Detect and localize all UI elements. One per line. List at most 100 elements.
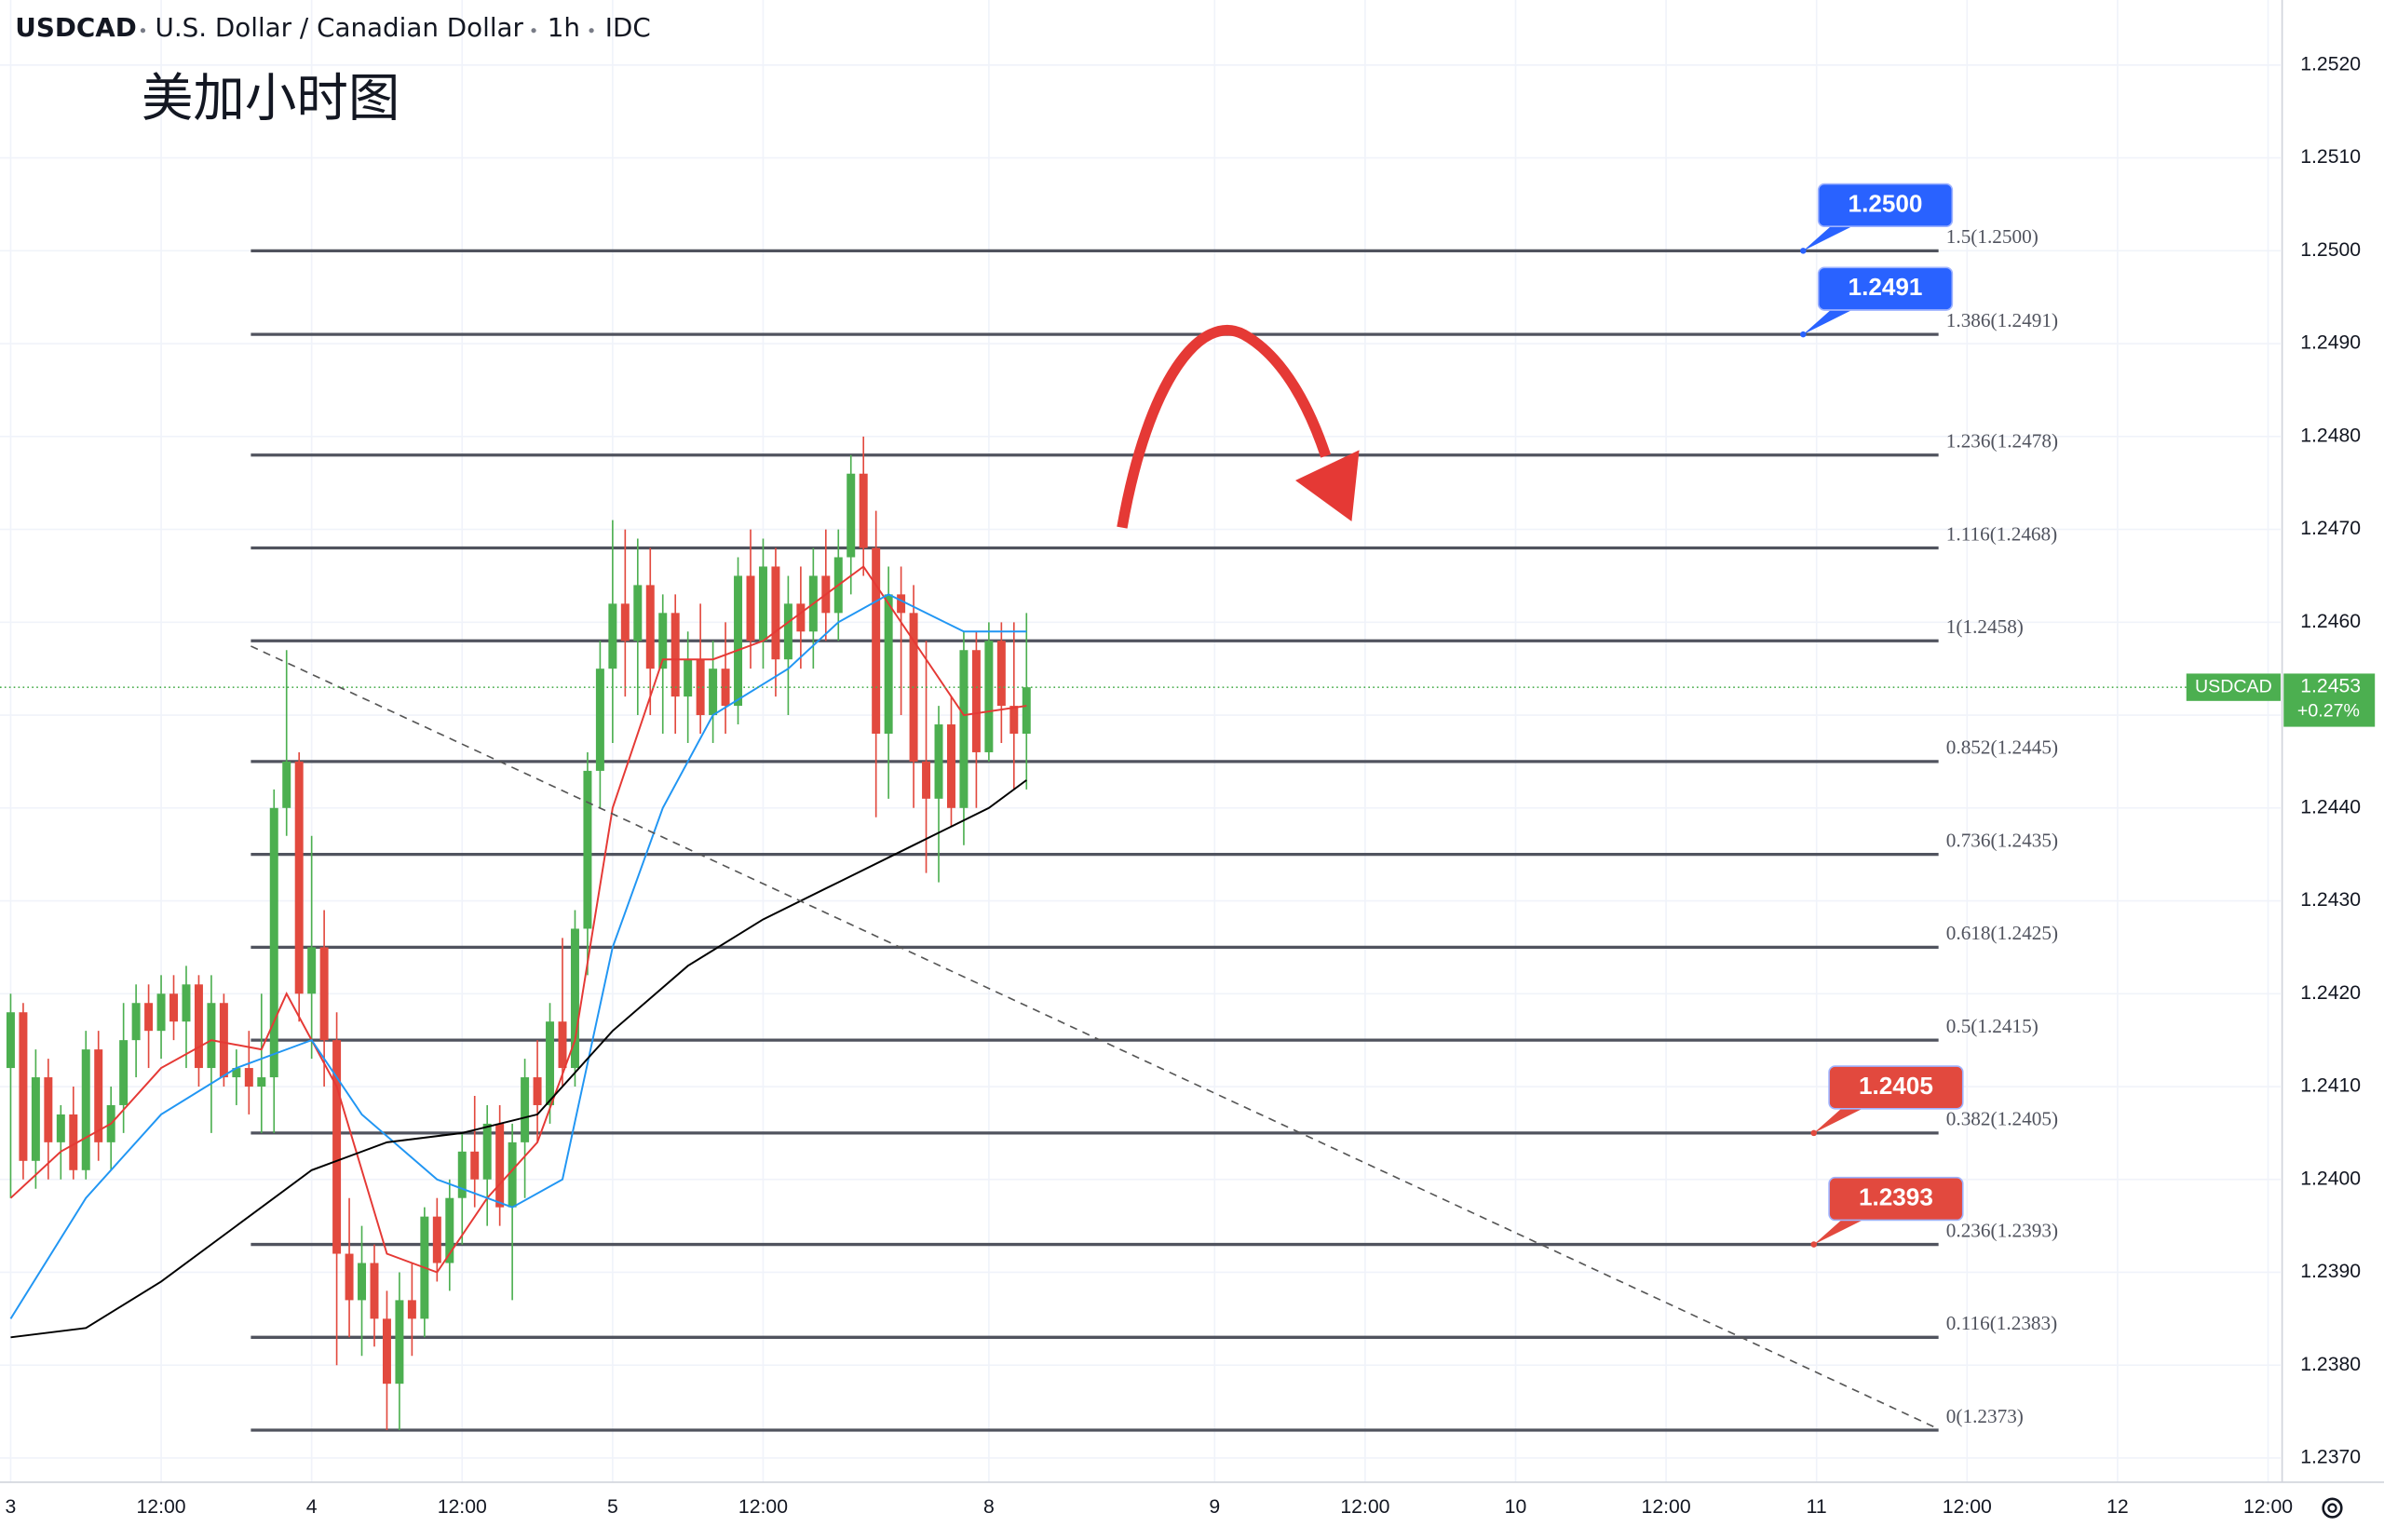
- separator: [140, 28, 146, 34]
- x-tick-label: 12:00: [136, 1496, 185, 1518]
- candle-body: [169, 993, 179, 1022]
- candle-body: [6, 1012, 15, 1069]
- moving-average: [9, 593, 1027, 1319]
- candle-body: [608, 603, 617, 669]
- candle-body: [207, 1003, 216, 1069]
- candle-body: [269, 807, 278, 1078]
- candle-body: [395, 1300, 404, 1385]
- y-tick-label: 1.2400: [2300, 1168, 2361, 1189]
- callout-pointer: [1813, 1108, 1862, 1133]
- fib-label: 0.5(1.2415): [1946, 1015, 2039, 1037]
- y-tick-label: 1.2470: [2300, 518, 2361, 539]
- callout-point: [1810, 1129, 1818, 1137]
- candle-body: [457, 1151, 467, 1198]
- candle-body: [934, 724, 943, 799]
- separator: [589, 28, 594, 34]
- source: IDC: [605, 12, 651, 43]
- y-tick-label: 1.2500: [2300, 239, 2361, 261]
- candle-body: [533, 1077, 542, 1105]
- candle-body: [620, 603, 630, 642]
- fib-label: 1.5(1.2500): [1946, 225, 2039, 248]
- candle-body: [758, 566, 767, 642]
- candle-body: [1009, 706, 1019, 735]
- candle-body: [495, 1123, 505, 1208]
- fib-label: 0.116(1.2383): [1946, 1312, 2057, 1334]
- candle-body: [445, 1197, 454, 1263]
- candle-body: [922, 761, 931, 799]
- candle-body: [783, 603, 792, 660]
- candle-body: [546, 1021, 555, 1105]
- candle-body: [94, 1049, 103, 1142]
- candle-body: [521, 1077, 530, 1142]
- candle-body: [996, 641, 1006, 707]
- settings-icon[interactable]: [2322, 1497, 2343, 1519]
- candle-body: [971, 650, 981, 752]
- y-tick-label: 1.2410: [2300, 1075, 2361, 1097]
- candle-body: [595, 669, 604, 771]
- callout-point: [1800, 248, 1807, 254]
- candle-body: [69, 1114, 78, 1170]
- candle-body: [244, 1068, 253, 1087]
- candle-body: [257, 1077, 266, 1087]
- x-tick-label: 10: [1505, 1496, 1527, 1518]
- y-tick-label: 1.2390: [2300, 1261, 2361, 1282]
- price-tag: [2283, 673, 2376, 727]
- candle-body: [570, 928, 579, 1069]
- candle-body: [307, 947, 317, 994]
- fib-label: 1(1.2458): [1946, 615, 2024, 638]
- chart-title: 美加小时图: [142, 69, 400, 129]
- callout-box: [1817, 182, 1954, 228]
- x-tick-label: 3: [6, 1496, 17, 1518]
- fib-label: 0.618(1.2425): [1946, 922, 2058, 944]
- header: USDCAD U.S. Dollar / Canadian Dollar 1h …: [15, 12, 650, 43]
- candle-body: [633, 585, 643, 642]
- interval: 1h: [548, 12, 580, 43]
- candle-body: [31, 1077, 40, 1161]
- candle-body: [345, 1253, 354, 1301]
- fib-label: 0.382(1.2405): [1946, 1108, 2058, 1130]
- candle-body: [984, 641, 994, 752]
- candle-body: [872, 547, 881, 735]
- candle-body: [771, 566, 780, 660]
- x-tick-label: 4: [306, 1496, 318, 1518]
- moving-average: [9, 565, 1027, 1274]
- arrow-head: [1295, 450, 1360, 522]
- x-tick-label: 11: [1807, 1496, 1827, 1518]
- x-tick-label: 12: [2106, 1496, 2129, 1518]
- candle-body: [734, 575, 743, 707]
- candle-body: [370, 1263, 379, 1319]
- separator: [531, 28, 536, 34]
- candle-body: [81, 1049, 90, 1170]
- fib-label: 0.236(1.2393): [1946, 1219, 2058, 1241]
- candle-body: [847, 473, 856, 558]
- candle-body: [746, 575, 755, 642]
- candle-body: [232, 1068, 241, 1078]
- callout-point: [1810, 1241, 1818, 1248]
- x-tick-label: 12:00: [1642, 1496, 1691, 1518]
- fib-label: 0.736(1.2435): [1946, 829, 2058, 851]
- candle-body: [946, 724, 955, 808]
- callout-label: 1.2393: [1859, 1182, 1933, 1210]
- price-tag-label: 1.2453: [2300, 676, 2361, 697]
- candle-body: [282, 761, 291, 808]
- candle-body: [670, 613, 680, 697]
- symbol-tag-label: USDCAD: [2195, 676, 2272, 696]
- y-tick-label: 1.2430: [2300, 889, 2361, 911]
- x-tick-label: 12:00: [1943, 1496, 1992, 1518]
- y-tick-label: 1.2520: [2300, 53, 2361, 74]
- candle-body: [382, 1318, 391, 1385]
- candle-body: [156, 993, 166, 1032]
- symbol: USDCAD: [15, 12, 136, 43]
- candle-body: [684, 659, 693, 697]
- fib-label: 0.852(1.2445): [1946, 736, 2058, 759]
- candle-body: [131, 1003, 141, 1041]
- candle-body: [645, 585, 655, 669]
- candle-body: [219, 1003, 228, 1078]
- candle-body: [583, 770, 592, 929]
- x-tick-label: 5: [607, 1496, 618, 1518]
- candle-body: [796, 603, 806, 632]
- plot-area: [6, 249, 1939, 1432]
- y-tick-label: 1.2490: [2300, 332, 2361, 354]
